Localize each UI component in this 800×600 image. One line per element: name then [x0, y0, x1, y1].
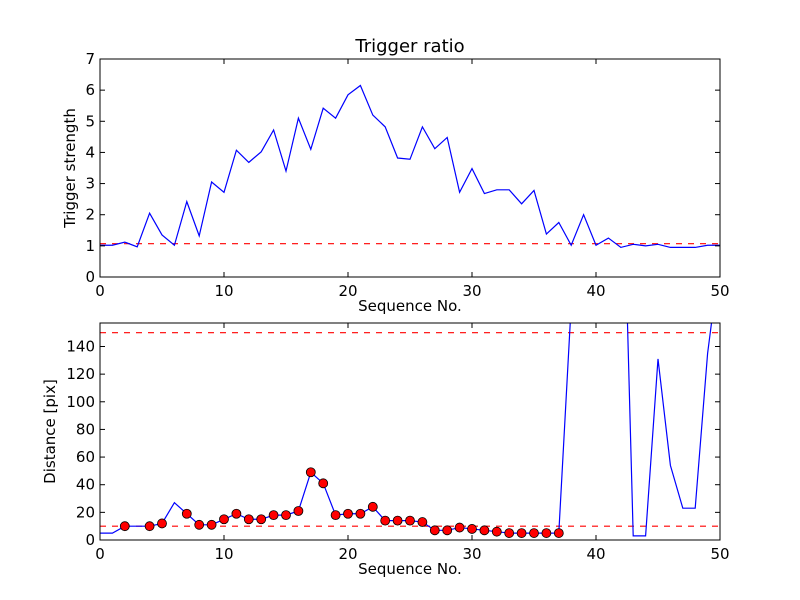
y-tick-label: 60	[76, 448, 95, 466]
y-tick-label: 120	[66, 365, 95, 383]
data-point-marker	[256, 514, 267, 525]
data-point-marker	[293, 506, 304, 516]
y-tick-label: 140	[66, 337, 95, 355]
x-tick-label: 40	[586, 282, 605, 300]
data-point-marker	[467, 524, 477, 534]
y-tick-label: 1	[85, 237, 95, 255]
y-tick-label: 0	[85, 268, 95, 286]
x-tick-label: 0	[95, 282, 105, 300]
data-point-marker	[367, 501, 378, 512]
data-point-marker	[454, 522, 465, 533]
data-point-marker	[417, 517, 428, 527]
trigger-ratio-panel: 0 10 20 30 40 50 0 1 2 3 4 5 6 7 Sequence No. Trigger s…	[61, 36, 730, 315]
data-point-marker	[380, 515, 391, 526]
data-point-marker	[330, 510, 341, 521]
x-axis-label: Sequence No.	[358, 297, 462, 315]
x-tick-label: 30	[462, 545, 481, 563]
series-line	[100, 84, 720, 249]
y-tick-label: 4	[85, 143, 95, 161]
data-point-marker	[157, 518, 167, 529]
data-point-marker	[206, 519, 217, 530]
data-point-marker	[219, 514, 229, 525]
x-tick-label: 50	[710, 282, 729, 300]
x-tick-label: 20	[338, 545, 357, 563]
y-tick-label: 5	[85, 112, 95, 130]
y-tick-label: 40	[76, 476, 95, 494]
data-point-marker	[318, 478, 329, 489]
y-axis-label: Trigger strength	[61, 108, 79, 229]
x-tick-label: 50	[710, 545, 729, 563]
y-tick-label: 0	[85, 531, 95, 549]
x-tick-label: 30	[462, 282, 481, 300]
y-tick-label: 80	[76, 420, 95, 438]
distance-panel: 0 10 20 30 40 50 0 20 40 60 80 100 120 140 Sequence No…	[41, 322, 730, 578]
data-point-marker	[119, 521, 130, 532]
data-point-marker	[491, 526, 502, 537]
y-tick-label: 3	[85, 175, 95, 193]
data-point-marker	[429, 525, 440, 536]
data-point-marker	[194, 519, 205, 530]
data-point-marker	[281, 510, 291, 521]
x-tick-label: 10	[214, 282, 233, 300]
data-point-marker	[343, 508, 353, 519]
x-tick-label: 20	[338, 282, 357, 300]
x-tick-label: 10	[214, 545, 233, 563]
x-tick-label: 0	[95, 545, 105, 563]
plot-area	[100, 323, 720, 538]
data-point-marker	[305, 467, 316, 478]
data-point-marker	[392, 515, 403, 526]
data-point-marker	[516, 528, 527, 538]
data-point-marker	[144, 521, 155, 532]
y-tick-label: 2	[85, 206, 95, 224]
x-axis-label: Sequence No.	[358, 560, 462, 578]
data-point-marker	[231, 508, 242, 519]
data-point-marker	[405, 515, 415, 526]
data-point-marker	[268, 510, 279, 521]
axes-frame	[99, 58, 721, 278]
axes-frame	[99, 322, 721, 541]
plot-area	[100, 84, 720, 249]
y-tick-label: 100	[66, 393, 95, 411]
x-tick-label: 40	[586, 545, 605, 563]
data-point-marker	[355, 508, 366, 519]
y-tick-label: 6	[85, 81, 95, 99]
y-axis-label: Distance [pix]	[41, 379, 59, 484]
data-point-marker	[553, 528, 564, 538]
data-point-marker	[504, 528, 515, 538]
data-point-marker	[541, 528, 552, 538]
y-tick-label: 7	[85, 50, 95, 68]
data-point-marker	[529, 528, 539, 538]
data-point-marker	[243, 514, 254, 525]
chart-title: Trigger ratio	[354, 36, 464, 57]
data-point-marker	[181, 508, 192, 519]
y-tick-label: 20	[76, 503, 95, 521]
data-point-marker	[479, 525, 490, 536]
data-point-marker	[442, 525, 453, 536]
